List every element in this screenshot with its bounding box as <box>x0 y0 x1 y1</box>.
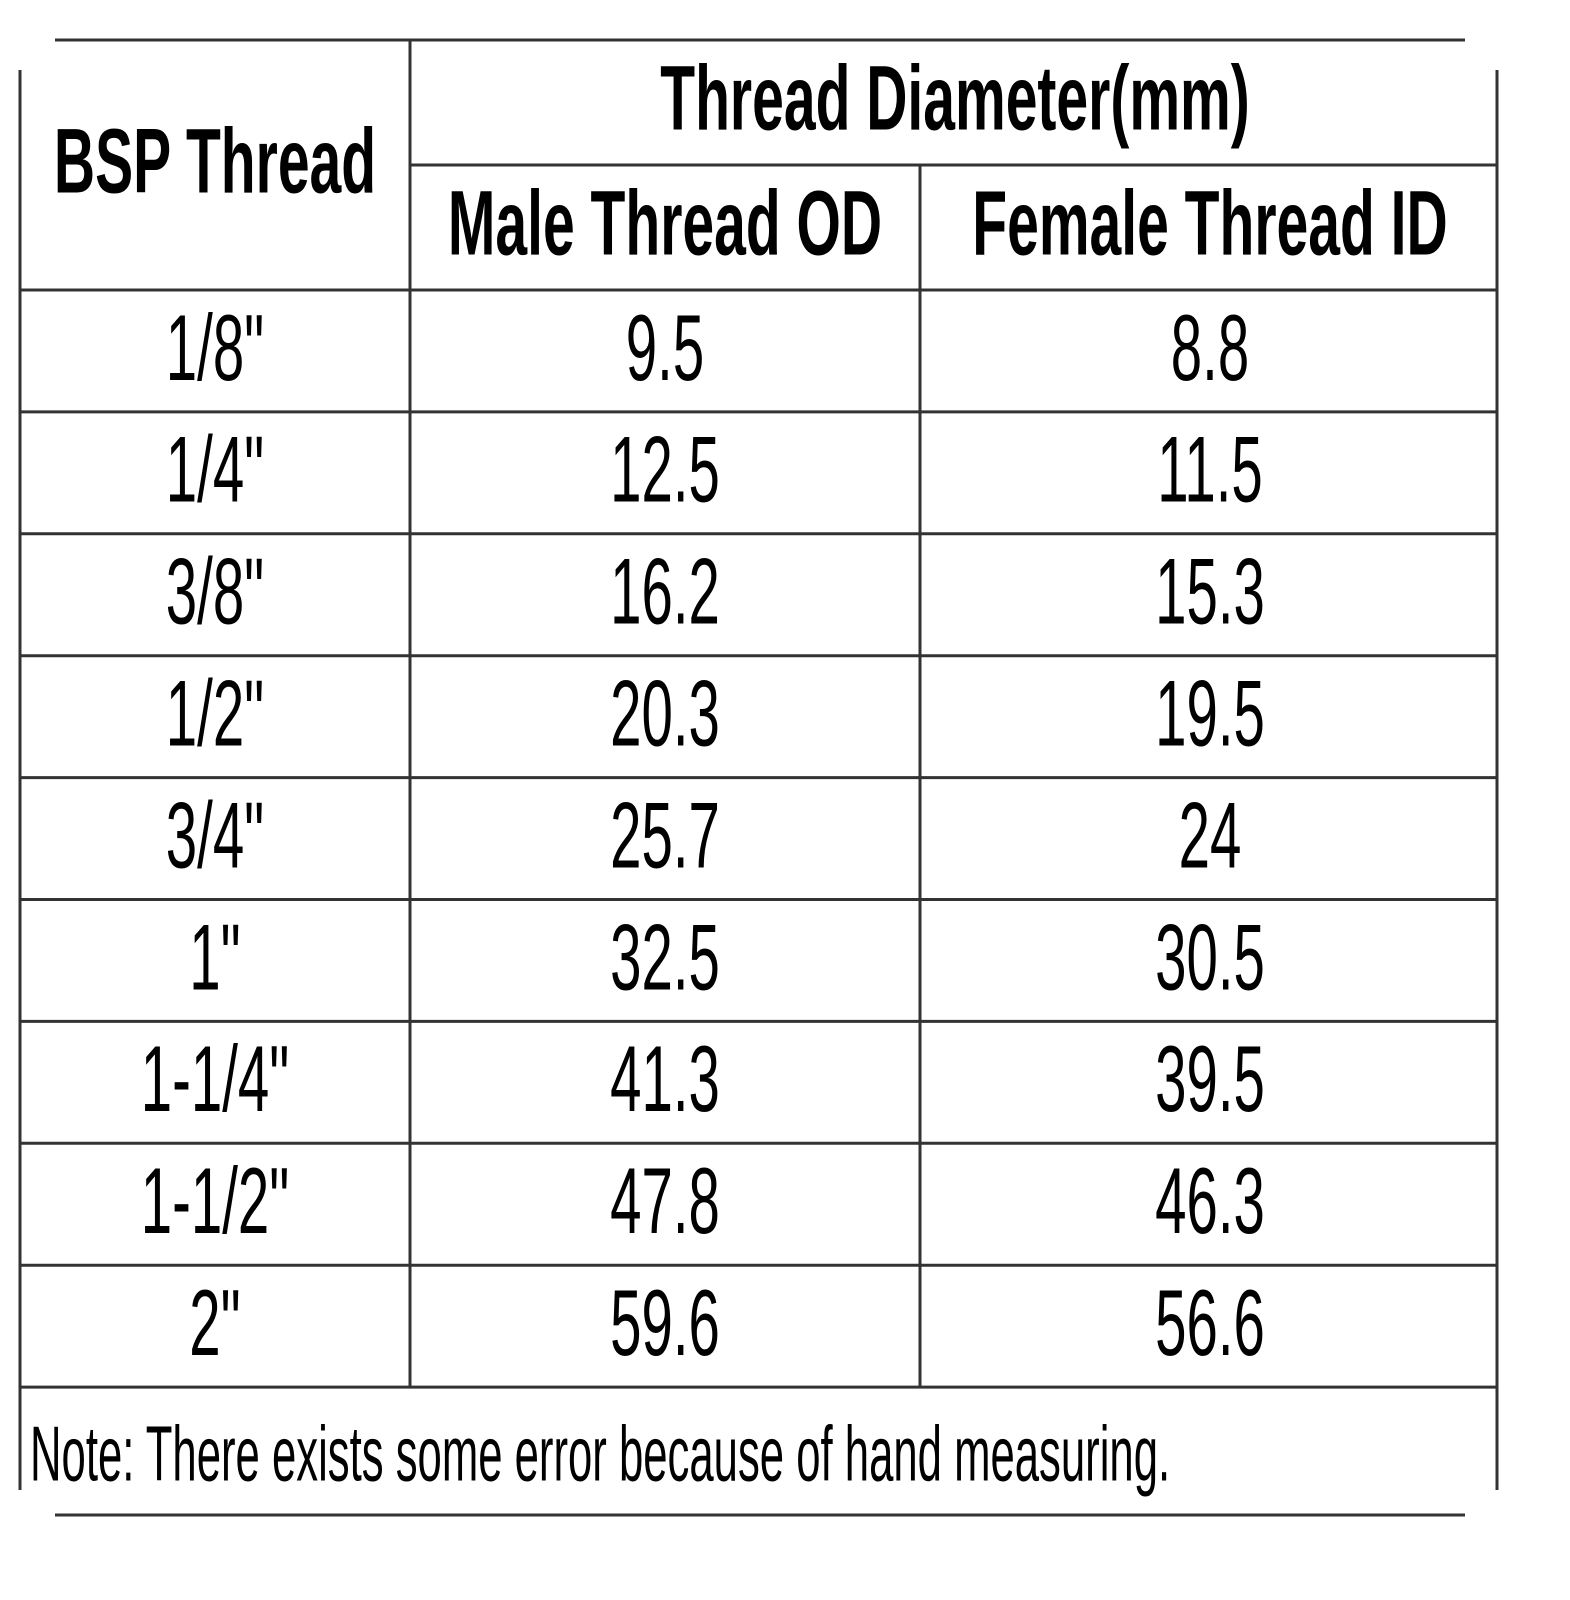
diameter-value: 20.3 <box>610 662 720 766</box>
thread-size: 1" <box>189 906 240 1010</box>
column-header: Male Thread OD <box>448 173 882 275</box>
diameter-value: 24 <box>1179 784 1242 888</box>
diameter-value: 11.5 <box>1157 418 1263 522</box>
header-group: Thread Diameter(mm) <box>660 48 1249 150</box>
thread-size: 2" <box>189 1271 240 1375</box>
diameter-value: 16.2 <box>610 540 720 644</box>
thread-size: 1-1/4" <box>141 1027 290 1131</box>
header-title: BSP Thread <box>54 111 376 213</box>
thread-size: 1/4" <box>166 418 264 522</box>
diameter-value: 32.5 <box>610 906 720 1010</box>
thread-size: 3/4" <box>166 784 264 888</box>
thread-size: 1/2" <box>166 662 264 766</box>
diameter-value: 39.5 <box>1155 1027 1265 1131</box>
diameter-value: 47.8 <box>610 1149 720 1253</box>
diameter-value: 9.5 <box>626 296 704 400</box>
thread-size: 3/8" <box>166 540 264 644</box>
diameter-value: 46.3 <box>1155 1149 1265 1253</box>
table-grid <box>18 38 1499 1517</box>
diameter-value: 30.5 <box>1155 906 1265 1010</box>
diameter-value: 41.3 <box>610 1027 720 1131</box>
column-header: Female Thread ID <box>972 173 1447 275</box>
note: Note: There exists some error because of… <box>30 1412 1170 1498</box>
diameter-value: 56.6 <box>1155 1271 1265 1375</box>
diameter-value: 19.5 <box>1155 662 1265 766</box>
diameter-value: 25.7 <box>610 784 720 888</box>
diameter-value: 12.5 <box>610 418 720 522</box>
diameter-value: 15.3 <box>1155 540 1265 644</box>
diameter-value: 8.8 <box>1171 296 1249 400</box>
diameter-value: 59.6 <box>610 1271 720 1375</box>
thread-size: 1/8" <box>166 296 264 400</box>
thread-size: 1-1/2" <box>141 1149 290 1253</box>
